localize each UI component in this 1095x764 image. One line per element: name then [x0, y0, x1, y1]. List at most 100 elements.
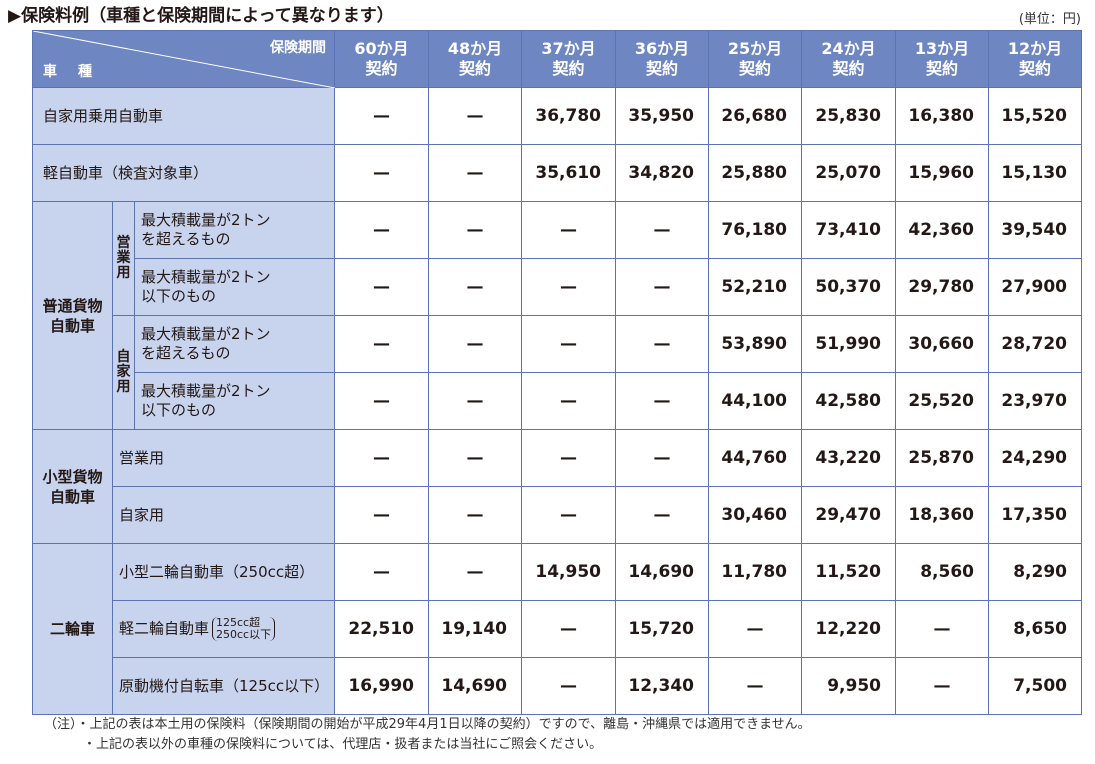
table-cell: 16,990	[334, 657, 429, 715]
table-cell: 8,650	[988, 600, 1082, 658]
table-cell: —	[615, 486, 709, 544]
row-label: 営業用	[112, 429, 335, 487]
column-header: 24か月 契約	[801, 30, 896, 88]
table-cell: 14,690	[615, 543, 709, 601]
group-label-kogata: 小型貨物 自動車	[32, 429, 113, 544]
corner-diagonal	[33, 31, 335, 88]
table-cell: —	[521, 372, 616, 430]
table-cell: 44,100	[708, 372, 802, 430]
table-cell: 39,540	[988, 201, 1082, 259]
footnote-1: （注）・上記の表は本土用の保険料（保険期間の開始が平成29年4月1日以降の契約）…	[44, 717, 811, 732]
row-label: 最大積載量が2トン を超えるもの	[134, 201, 335, 259]
table-cell: —	[334, 543, 429, 601]
table-cell: 76,180	[708, 201, 802, 259]
row-label: 原動機付自転車（125cc以下）	[112, 657, 335, 715]
table-cell: 17,350	[988, 486, 1082, 544]
table-cell: —	[334, 144, 429, 202]
row-label: 小型二輪自動車（250cc超）	[112, 543, 335, 601]
row-label: 最大積載量が2トン を超えるもの	[134, 315, 335, 373]
table-cell: —	[521, 657, 616, 715]
table-cell: —	[428, 258, 522, 316]
table-cell: 30,460	[708, 486, 802, 544]
table-cell: —	[521, 258, 616, 316]
table-row: 自家用 — — — — 30,460 29,470 18,360 17,350	[33, 486, 1082, 544]
row-label: 最大積載量が2トン 以下のもの	[134, 372, 335, 430]
period-header: 保険期間	[270, 40, 326, 56]
table-cell: 15,960	[895, 144, 989, 202]
table-cell: 15,520	[988, 87, 1082, 145]
group-label-nirin: 二輪車	[32, 543, 113, 715]
header-corner: 保険期間 車 種	[32, 30, 335, 88]
table-row: 自家用 最大積載量が2トン を超えるもの — — — — 53,890 51,990 30,…	[33, 315, 1082, 430]
table-cell: 12,220	[801, 600, 896, 658]
table-cell: —	[428, 429, 522, 487]
table-row: 自家用乗用自動車 — —36,780 35,950 26,680 25,830 16,3…	[32, 87, 1082, 145]
table-cell: —	[895, 657, 989, 715]
table-cell: 73,410	[801, 201, 896, 259]
column-header: 48か月 契約	[428, 30, 522, 88]
table-cell: —	[521, 315, 616, 373]
column-header: 25か月 契約	[708, 30, 802, 88]
row-label: 自家用乗用自動車	[32, 87, 335, 145]
premium-table: 保険期間 車 種 60か月 契約 48か月 契約 37か月 契約 36か月 契約 25か…	[32, 30, 1082, 715]
column-header: 60か月 契約	[334, 30, 429, 88]
table-cell: —	[521, 486, 616, 544]
table-cell: —	[428, 486, 522, 544]
table-cell: 24,290	[988, 429, 1082, 487]
table-cell: 14,690	[428, 657, 522, 715]
table-cell: 29,470	[801, 486, 896, 544]
table-cell: —	[521, 429, 616, 487]
table-cell: —	[895, 600, 989, 658]
table-cell: —	[428, 315, 522, 373]
subgroup-label-jika: 自家用	[112, 315, 135, 430]
table-cell: 42,580	[801, 372, 896, 430]
table-cell: 9,950	[801, 657, 896, 715]
table-row: 最大積載量が2トン 以下のもの — — — — 52,210 50,370 29,780 27…	[33, 258, 1082, 316]
cc-range-note: 125cc超 250cc以下	[212, 617, 276, 641]
table-cell: —	[521, 201, 616, 259]
table-cell: 28,720	[988, 315, 1082, 373]
table-row: 普通貨物 自動車 営業用 最大積載量が2トン を超えるもの — — — — 76,180 7…	[32, 201, 1082, 430]
row-label: 自家用	[112, 486, 335, 544]
table-cell: 8,560	[895, 543, 989, 601]
row-label: 軽自動車（検査対象車）	[32, 144, 335, 202]
table-cell: 15,720	[615, 600, 709, 658]
table-cell: 19,140	[428, 600, 522, 658]
table-cell: 8,290	[988, 543, 1082, 601]
group-label-futsu: 普通貨物 自動車	[32, 201, 113, 430]
table-cell: —	[334, 87, 429, 145]
table-cell: —	[334, 315, 429, 373]
table-cell: 50,370	[801, 258, 896, 316]
table-cell: —	[615, 429, 709, 487]
table-cell: —	[615, 201, 709, 259]
table-cell: 11,520	[801, 543, 896, 601]
table-cell: —	[428, 87, 522, 145]
table-cell: —	[521, 600, 616, 658]
table-row: 小型貨物 自動車 営業用 — — — — 44,760 43,220 25,870 24,29…	[32, 429, 1082, 544]
table-cell: 25,520	[895, 372, 989, 430]
type-header: 車 種	[43, 64, 96, 80]
table-cell: 34,820	[615, 144, 709, 202]
table-cell: 25,870	[895, 429, 989, 487]
column-header: 37か月 契約	[521, 30, 616, 88]
table-cell: —	[334, 258, 429, 316]
table-cell: 51,990	[801, 315, 896, 373]
table-cell: —	[334, 201, 429, 259]
table-cell: 26,680	[708, 87, 802, 145]
table-cell: 18,360	[895, 486, 989, 544]
subgroup-label-eigyo: 営業用	[112, 201, 135, 316]
table-cell: 29,780	[895, 258, 989, 316]
table-cell: 35,950	[615, 87, 709, 145]
table-cell: 22,510	[334, 600, 429, 658]
table-cell: 53,890	[708, 315, 802, 373]
table-cell: 23,970	[988, 372, 1082, 430]
table-cell: —	[708, 600, 802, 658]
table-cell: —	[334, 372, 429, 430]
table-cell: 36,780	[521, 87, 616, 145]
table-cell: 44,760	[708, 429, 802, 487]
table-cell: —	[615, 258, 709, 316]
table-cell: —	[708, 657, 802, 715]
table-cell: —	[428, 144, 522, 202]
table-cell: —	[428, 372, 522, 430]
table-cell: 11,780	[708, 543, 802, 601]
